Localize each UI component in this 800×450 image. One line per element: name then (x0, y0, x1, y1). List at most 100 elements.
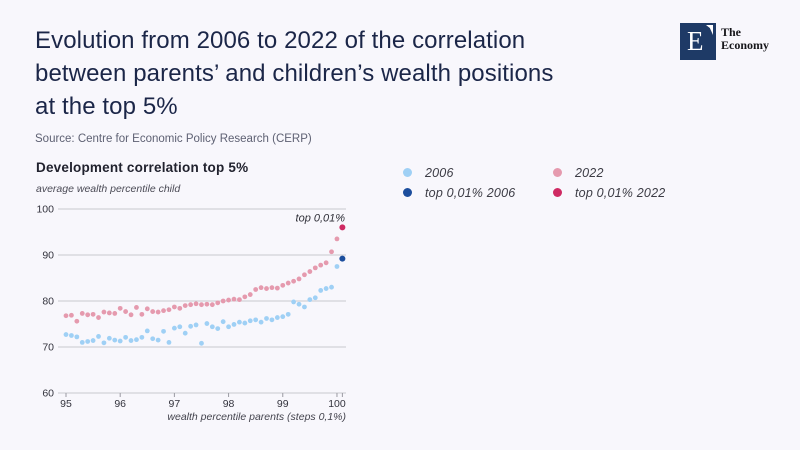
data-point (96, 315, 101, 320)
data-point (177, 305, 183, 311)
data-point (85, 339, 91, 344)
logo-wordmark: The Economy (721, 26, 769, 60)
data-point (296, 301, 302, 307)
data-point (117, 338, 123, 344)
chart-legend: 2006 top 0,01% 2006 2022 top 0,01% 2022 (403, 163, 665, 202)
data-point (318, 262, 324, 268)
data-point (334, 264, 340, 269)
data-point (237, 319, 242, 325)
data-point (334, 236, 340, 242)
x-tick-label-99: 99 (277, 398, 289, 410)
data-point (215, 326, 221, 331)
legend-dot-top001-2022 (553, 188, 562, 197)
data-point (79, 340, 85, 345)
legend-dot-2006 (403, 168, 412, 177)
data-point (258, 319, 264, 325)
logo-monogram: E (687, 26, 704, 56)
data-point (155, 337, 161, 343)
data-point (90, 338, 96, 343)
page-title-line-3: at the top 5% (35, 93, 178, 120)
data-point (188, 323, 194, 329)
data-point (285, 280, 291, 286)
data-point (150, 336, 156, 342)
page-title: Evolution from 2006 to 2022 of the corre… (35, 24, 553, 123)
legend-item-2006: 2006 (403, 163, 553, 182)
data-point (280, 282, 286, 288)
data-point (242, 320, 248, 326)
data-point (182, 303, 188, 308)
data-point-highlight (339, 224, 346, 231)
data-point (204, 321, 210, 326)
data-point (231, 322, 237, 327)
data-point (264, 286, 269, 291)
data-point (199, 340, 204, 346)
data-point (329, 284, 334, 290)
source-attribution: Source: Centre for Economic Policy Resea… (35, 133, 312, 145)
data-point (101, 309, 107, 315)
x-tick-label-96: 96 (114, 398, 126, 410)
legend-label-top001-2022: top 0,01% 2022 (575, 185, 666, 200)
publisher-logo: E The Economy (680, 23, 769, 60)
data-point (150, 309, 156, 314)
data-point (247, 318, 253, 324)
data-point (280, 314, 286, 320)
data-point (69, 333, 74, 338)
data-point (171, 325, 177, 331)
legend-item-top001-2006: top 0,01% 2006 (403, 183, 553, 202)
logo-wordmark-line-1: The (721, 25, 742, 39)
data-point (269, 317, 275, 323)
data-point (204, 301, 210, 307)
data-point (193, 301, 199, 307)
data-point (220, 298, 226, 304)
data-point (123, 334, 129, 340)
data-point (161, 308, 166, 314)
data-point (231, 296, 237, 302)
data-point (237, 297, 242, 303)
logo-apostrophe-mark (706, 25, 713, 35)
data-point (74, 318, 80, 324)
x-tick-label-98: 98 (223, 398, 235, 410)
data-point (112, 311, 118, 316)
data-point (253, 287, 259, 292)
data-point (226, 297, 231, 303)
data-point (166, 340, 172, 345)
data-point (79, 311, 85, 316)
data-point (274, 315, 280, 320)
data-point (302, 304, 307, 310)
data-point (128, 338, 134, 343)
data-point (302, 272, 307, 278)
data-point (96, 334, 101, 339)
data-point-highlight (339, 255, 346, 262)
data-point (312, 265, 318, 271)
data-point (171, 304, 177, 310)
data-point (296, 276, 302, 282)
data-point (112, 337, 118, 343)
legend-label-2006: 2006 (425, 165, 454, 180)
y-tick-label-60: 60 (42, 388, 54, 400)
data-point (291, 299, 297, 305)
data-point (220, 319, 226, 325)
data-point (215, 300, 221, 306)
data-point (85, 312, 91, 318)
legend-item-top001-2022: top 0,01% 2022 (553, 183, 665, 202)
data-point (90, 311, 96, 317)
data-point (329, 249, 334, 255)
x-tick-label-95: 95 (60, 398, 72, 410)
data-point (264, 316, 269, 321)
data-point (101, 340, 107, 346)
data-point (209, 324, 215, 330)
legend-label-top001-2006: top 0,01% 2006 (425, 185, 516, 200)
data-point (182, 330, 188, 336)
data-point (312, 295, 318, 301)
data-point (106, 335, 112, 341)
legend-dot-top001-2006 (403, 188, 412, 197)
data-point (274, 285, 280, 291)
data-point (63, 332, 69, 337)
x-tick-label-97: 97 (169, 398, 181, 410)
data-point (134, 305, 139, 310)
data-point (285, 311, 291, 317)
data-point (209, 302, 215, 308)
legend-item-2022: 2022 (553, 163, 665, 182)
chart-title: Development correlation top 5% (36, 160, 249, 175)
